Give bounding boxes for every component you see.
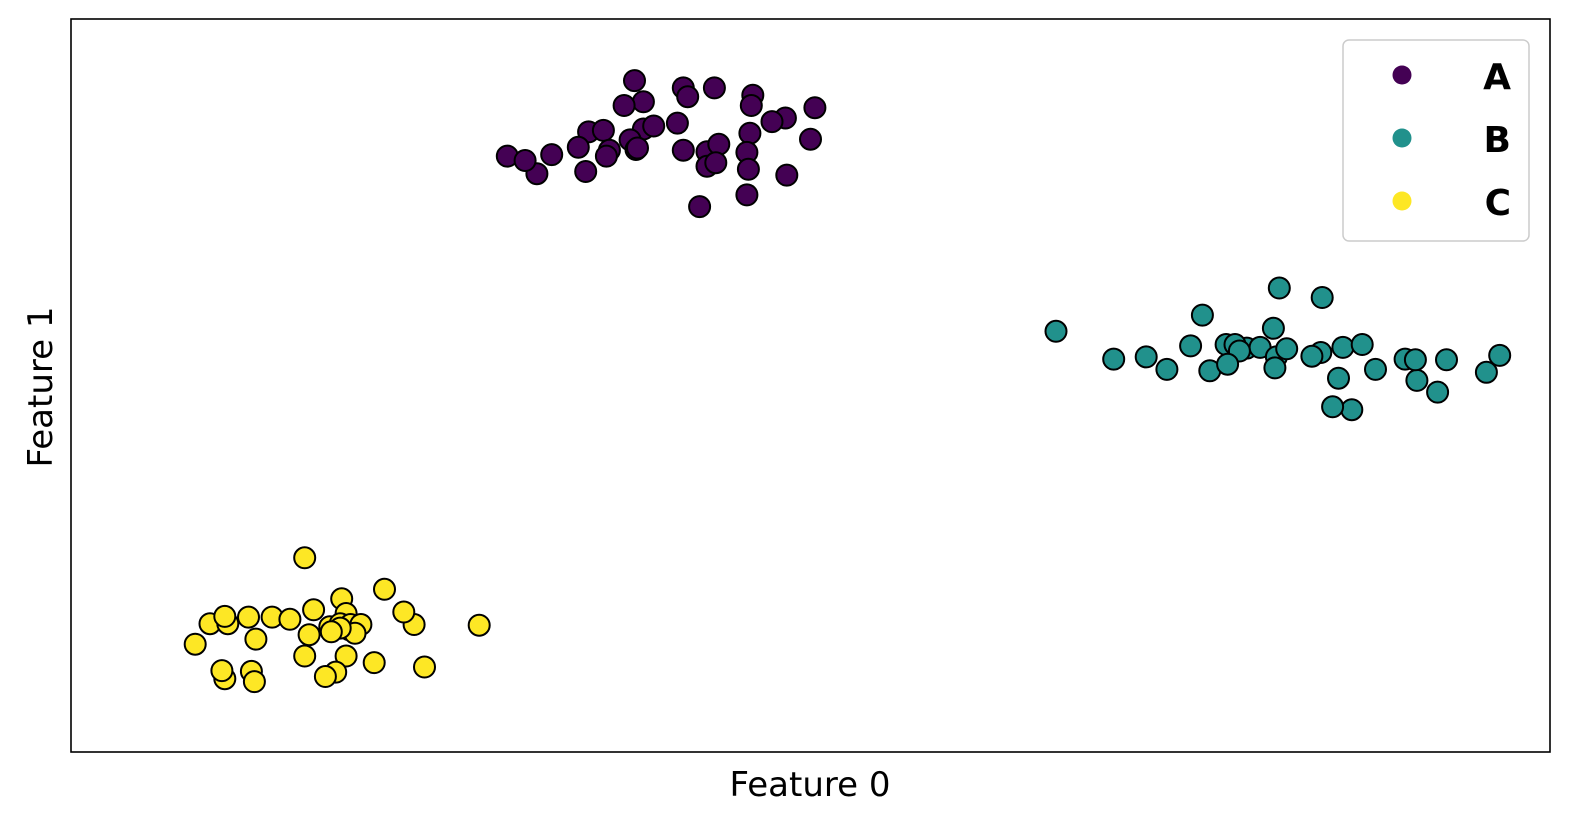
data-point-b-10 — [1261, 316, 1285, 340]
data-point-a-0 — [623, 69, 646, 93]
data-point-a-13 — [591, 118, 615, 142]
data-point-a-38 — [688, 195, 712, 219]
data-point-a-8 — [803, 96, 827, 120]
data-point-a-36 — [775, 163, 799, 187]
data-point-c-14 — [302, 598, 326, 622]
data-point-b-12 — [1310, 286, 1334, 309]
data-point-a-16 — [738, 121, 762, 145]
data-point-c-27 — [467, 613, 491, 637]
data-point-b-3 — [1155, 357, 1179, 381]
data-point-b-31 — [1435, 348, 1458, 372]
data-point-a-15 — [665, 111, 689, 135]
data-point-a-21 — [566, 135, 590, 159]
data-point-b-18 — [1263, 356, 1287, 380]
data-point-c-28 — [334, 644, 358, 668]
data-point-b-25 — [1405, 368, 1429, 392]
data-point-a-11 — [642, 114, 666, 138]
data-point-b-9 — [1267, 276, 1291, 300]
series-b — [1044, 276, 1512, 422]
data-point-b-24 — [1364, 357, 1387, 381]
data-point-a-25 — [671, 138, 695, 162]
data-point-c-10 — [213, 604, 237, 628]
data-point-c-7 — [293, 644, 317, 668]
legend-marker-a — [1392, 65, 1412, 85]
data-point-a-34 — [704, 151, 728, 175]
plot-frame — [70, 18, 1551, 753]
legend-marker-c — [1392, 191, 1412, 211]
data-point-b-0 — [1044, 319, 1068, 343]
data-point-c-24 — [373, 577, 396, 601]
data-point-a-29 — [513, 149, 537, 172]
data-point-a-9 — [612, 94, 636, 117]
data-point-c-4 — [244, 627, 268, 651]
data-point-b-32 — [1488, 343, 1512, 367]
data-point-a-28 — [574, 160, 598, 183]
data-point-c-30 — [313, 665, 337, 688]
data-point-c-32 — [413, 655, 436, 679]
data-point-b-29 — [1426, 380, 1450, 404]
data-point-b-28 — [1321, 395, 1345, 419]
data-point-b-16 — [1275, 337, 1299, 361]
data-point-a-20 — [540, 143, 564, 167]
data-point-b-1 — [1102, 347, 1126, 371]
legend-box — [1342, 39, 1530, 242]
series-a — [495, 69, 827, 219]
data-point-a-35 — [736, 157, 760, 181]
data-point-b-22 — [1216, 352, 1240, 376]
data-point-c-5 — [297, 623, 321, 647]
data-point-a-18 — [799, 127, 822, 151]
data-point-c-13 — [278, 607, 302, 631]
data-point-b-17 — [1300, 344, 1324, 368]
data-point-b-33 — [1474, 360, 1498, 384]
y-axis-title: Feature 1 — [21, 307, 61, 468]
data-point-b-30 — [1403, 348, 1427, 372]
data-point-a-30 — [594, 144, 618, 168]
data-point-c-33 — [242, 670, 266, 694]
data-point-a-5 — [676, 85, 700, 109]
data-point-a-2 — [702, 76, 726, 100]
legend-label-a: A — [1483, 57, 1511, 98]
data-point-b-26 — [1327, 366, 1350, 390]
data-point-c-31 — [362, 651, 386, 675]
legend: A B C — [1342, 39, 1530, 242]
data-point-b-14 — [1350, 333, 1374, 356]
data-point-a-17 — [760, 110, 784, 134]
data-point-a-6 — [739, 94, 763, 117]
data-point-a-4 — [631, 90, 655, 114]
legend-label-b: B — [1484, 120, 1511, 161]
data-point-c-0 — [293, 546, 317, 570]
data-point-b-27 — [1340, 398, 1364, 422]
data-point-a-24 — [626, 136, 649, 160]
data-point-a-37 — [735, 183, 759, 207]
data-point-c-23 — [319, 620, 343, 644]
data-point-c-1 — [183, 632, 207, 656]
legend-label-c: C — [1485, 183, 1511, 224]
data-point-c-26 — [392, 600, 416, 624]
data-point-b-2 — [1134, 345, 1158, 369]
legend-marker-b — [1392, 128, 1412, 148]
data-point-b-4 — [1179, 334, 1203, 358]
data-point-b-5 — [1190, 303, 1214, 327]
data-point-c-11 — [237, 605, 260, 629]
data-point-b-13 — [1331, 335, 1355, 359]
x-axis-title: Feature 0 — [730, 765, 891, 805]
points-layer — [183, 69, 1512, 694]
data-point-c-34 — [210, 659, 234, 683]
series-c — [183, 546, 491, 694]
